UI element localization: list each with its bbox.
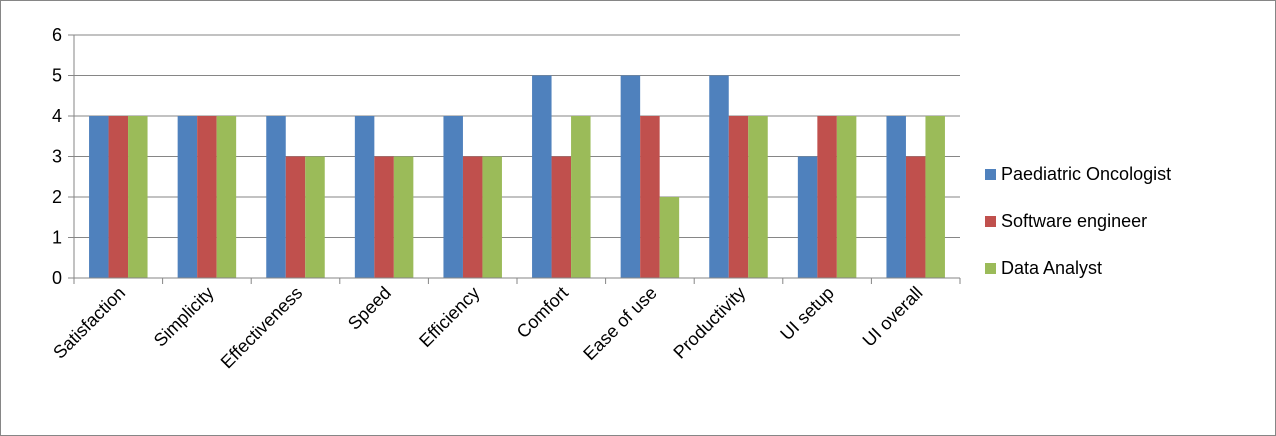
x-tick-label: Productivity <box>669 283 749 363</box>
bar-3-satisfaction <box>128 116 148 278</box>
bar-3-ui-overall <box>925 116 945 278</box>
x-tick-label: Satisfaction <box>49 283 129 363</box>
bar-2-comfort <box>551 156 572 278</box>
legend: Paediatric Oncologist Software engineer Da… <box>985 164 1171 278</box>
bar-1-ui-overall <box>886 116 906 278</box>
legend-swatch <box>985 263 996 274</box>
bar-1-ease-of-use <box>620 75 641 278</box>
bar-1-satisfaction <box>89 116 109 278</box>
x-tick-label: Simplicity <box>150 283 218 351</box>
x-tick-label: Comfort <box>513 283 572 342</box>
bar-2-ui-overall <box>905 156 926 278</box>
bar-1-effectiveness <box>266 116 286 278</box>
y-tick-labels: 0 1 2 3 4 5 6 <box>52 25 62 288</box>
bar-1-speed <box>354 116 375 278</box>
bar-2-speed <box>374 156 394 278</box>
bar-2-ui-setup <box>817 116 837 278</box>
x-tick-label: Speed <box>344 283 395 334</box>
bar-1-productivity <box>709 75 729 278</box>
bar-2-satisfaction <box>108 116 129 278</box>
bar-3-ease-of-use <box>659 197 680 278</box>
bar-3-efficiency <box>482 156 502 278</box>
y-tick-label: 4 <box>52 106 62 126</box>
bar-3-ui-setup <box>836 116 857 278</box>
legend-swatch <box>985 169 996 180</box>
bars <box>89 75 945 278</box>
y-tick-label: 3 <box>52 147 62 167</box>
y-tick-label: 5 <box>52 66 62 86</box>
legend-label: Paediatric Oncologist <box>1001 164 1171 184</box>
bar-3-effectiveness <box>305 156 325 278</box>
bar-2-simplicity <box>197 116 217 278</box>
x-tick-label: UI overall <box>859 283 927 351</box>
bar-3-comfort <box>571 116 591 278</box>
bar-2-ease-of-use <box>640 116 660 278</box>
bar-3-speed <box>393 156 414 278</box>
bar-1-efficiency <box>443 116 463 278</box>
legend-label: Software engineer <box>1001 211 1147 231</box>
bar-3-productivity <box>748 116 768 278</box>
bar-3-simplicity <box>216 116 237 278</box>
bar-2-effectiveness <box>285 156 306 278</box>
legend-swatch <box>985 216 996 227</box>
x-tick-label: UI setup <box>776 283 838 345</box>
legend-label: Data Analyst <box>1001 258 1102 278</box>
y-tick-label: 0 <box>52 268 62 288</box>
x-tick-label: Ease of use <box>579 283 660 364</box>
y-tick-label: 6 <box>52 25 62 45</box>
bar-1-simplicity <box>177 116 198 278</box>
y-tick-label: 1 <box>52 228 62 248</box>
bar-1-comfort <box>532 75 552 278</box>
x-tick-label: Efficiency <box>415 283 483 351</box>
x-tick-label: Effectiveness <box>217 283 307 373</box>
bar-2-efficiency <box>462 156 483 278</box>
bar-2-productivity <box>728 116 749 278</box>
y-tick-label: 2 <box>52 187 62 207</box>
bar-1-ui-setup <box>797 156 818 278</box>
axes <box>68 34 961 284</box>
